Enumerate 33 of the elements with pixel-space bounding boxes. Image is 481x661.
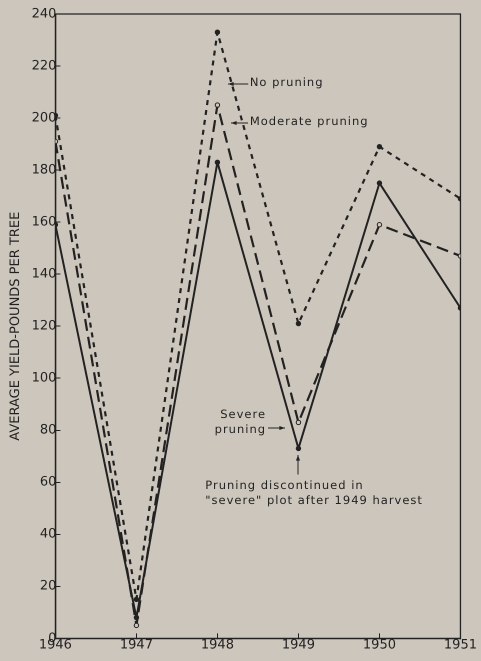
y-tick-label: 80 [40,422,56,438]
point [376,144,382,150]
annotation: Severe pruning [214,406,266,437]
y-tick-label: 220 [32,58,56,74]
point [214,160,220,165]
point [376,222,382,228]
point [376,180,382,186]
point [214,102,220,108]
x-tick-label: 1949 [282,638,315,653]
x-tick-label: 1950 [362,638,396,653]
y-tick-label: 200 [32,110,56,126]
point [214,30,220,35]
x-tick-label: 1948 [200,638,234,653]
y-tick-label: 140 [32,266,56,282]
y-tick-label: 120 [32,318,56,334]
x-tick-label: 1947 [120,638,153,653]
annotation: No pruning [250,75,325,90]
x-tick-label: 1951 [444,638,478,653]
y-tick-label: 180 [32,162,56,178]
y-tick-label: 40 [40,526,56,542]
annotation: Moderate pruning [250,114,370,130]
y-axis-title: AVERAGE YIELD-POUNDS PER TREE [8,212,24,441]
y-tick-label: 240 [32,6,56,22]
annotation: Pruning discontinued in "severe" plot after 1949 harvest [205,478,424,508]
point [296,320,302,326]
y-tick-label: 20 [40,578,56,594]
point [296,446,302,452]
point [296,420,302,426]
y-tick-label: 160 [32,214,56,230]
y-tick-label: 60 [40,474,56,490]
point [134,596,140,602]
y-tick-label: 100 [32,370,56,386]
point [134,622,140,628]
